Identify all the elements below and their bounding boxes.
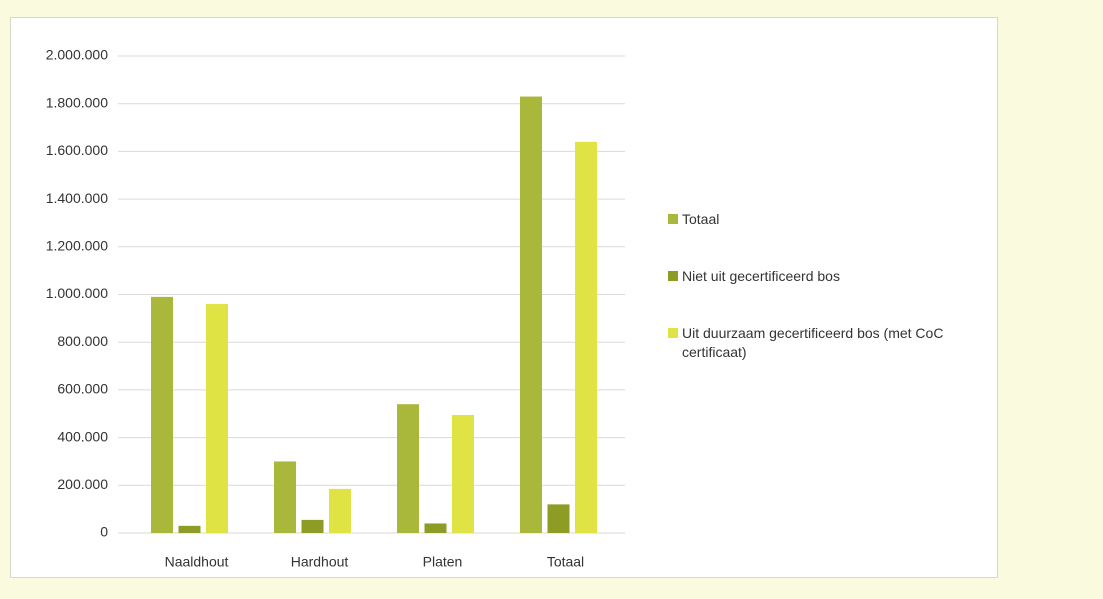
x-tick-label: Totaal [547, 554, 584, 570]
bar [520, 96, 542, 534]
y-tick-label: 1.000.000 [46, 285, 108, 301]
bar [151, 296, 173, 533]
y-tick-label: 600.000 [57, 381, 108, 397]
legend-swatch [668, 214, 678, 224]
bar [178, 525, 201, 533]
legend-item: Niet uit gecertificeerd bos [668, 267, 978, 286]
y-tick-label: 400.000 [57, 428, 108, 444]
legend-item: Uit duurzaam gecertificeerd bos (met CoC… [668, 324, 978, 362]
y-tick-label: 200.000 [57, 476, 108, 492]
legend-swatch [668, 328, 678, 338]
bar [452, 414, 474, 533]
x-tick-label: Hardhout [291, 554, 349, 570]
bar [424, 523, 447, 533]
bar [301, 519, 324, 533]
y-tick-label: 800.000 [57, 333, 108, 349]
bar [329, 488, 351, 533]
y-tick-label: 0 [100, 524, 108, 540]
y-tick-label: 1.600.000 [46, 142, 108, 158]
bar [397, 404, 419, 533]
bar [575, 141, 597, 534]
chart-frame [10, 17, 998, 578]
bar [274, 461, 296, 533]
y-tick-label: 1.400.000 [46, 190, 108, 206]
y-tick-label: 1.800.000 [46, 94, 108, 110]
y-tick-label: 1.200.000 [46, 238, 108, 254]
x-tick-label: Naaldhout [165, 554, 229, 570]
legend-label: Totaal [682, 211, 720, 227]
legend-item: Totaal [668, 210, 978, 229]
y-tick-label: 2.000.000 [46, 47, 108, 63]
bar [547, 504, 570, 533]
legend-label: Niet uit gecertificeerd bos [682, 268, 840, 284]
x-tick-label: Platen [423, 554, 463, 570]
legend-label: Uit duurzaam gecertificeerd bos (met CoC… [682, 325, 944, 360]
bar [206, 304, 228, 533]
legend-swatch [668, 271, 678, 281]
legend: Totaal Niet uit gecertificeerd bos Uit duu… [668, 210, 978, 400]
